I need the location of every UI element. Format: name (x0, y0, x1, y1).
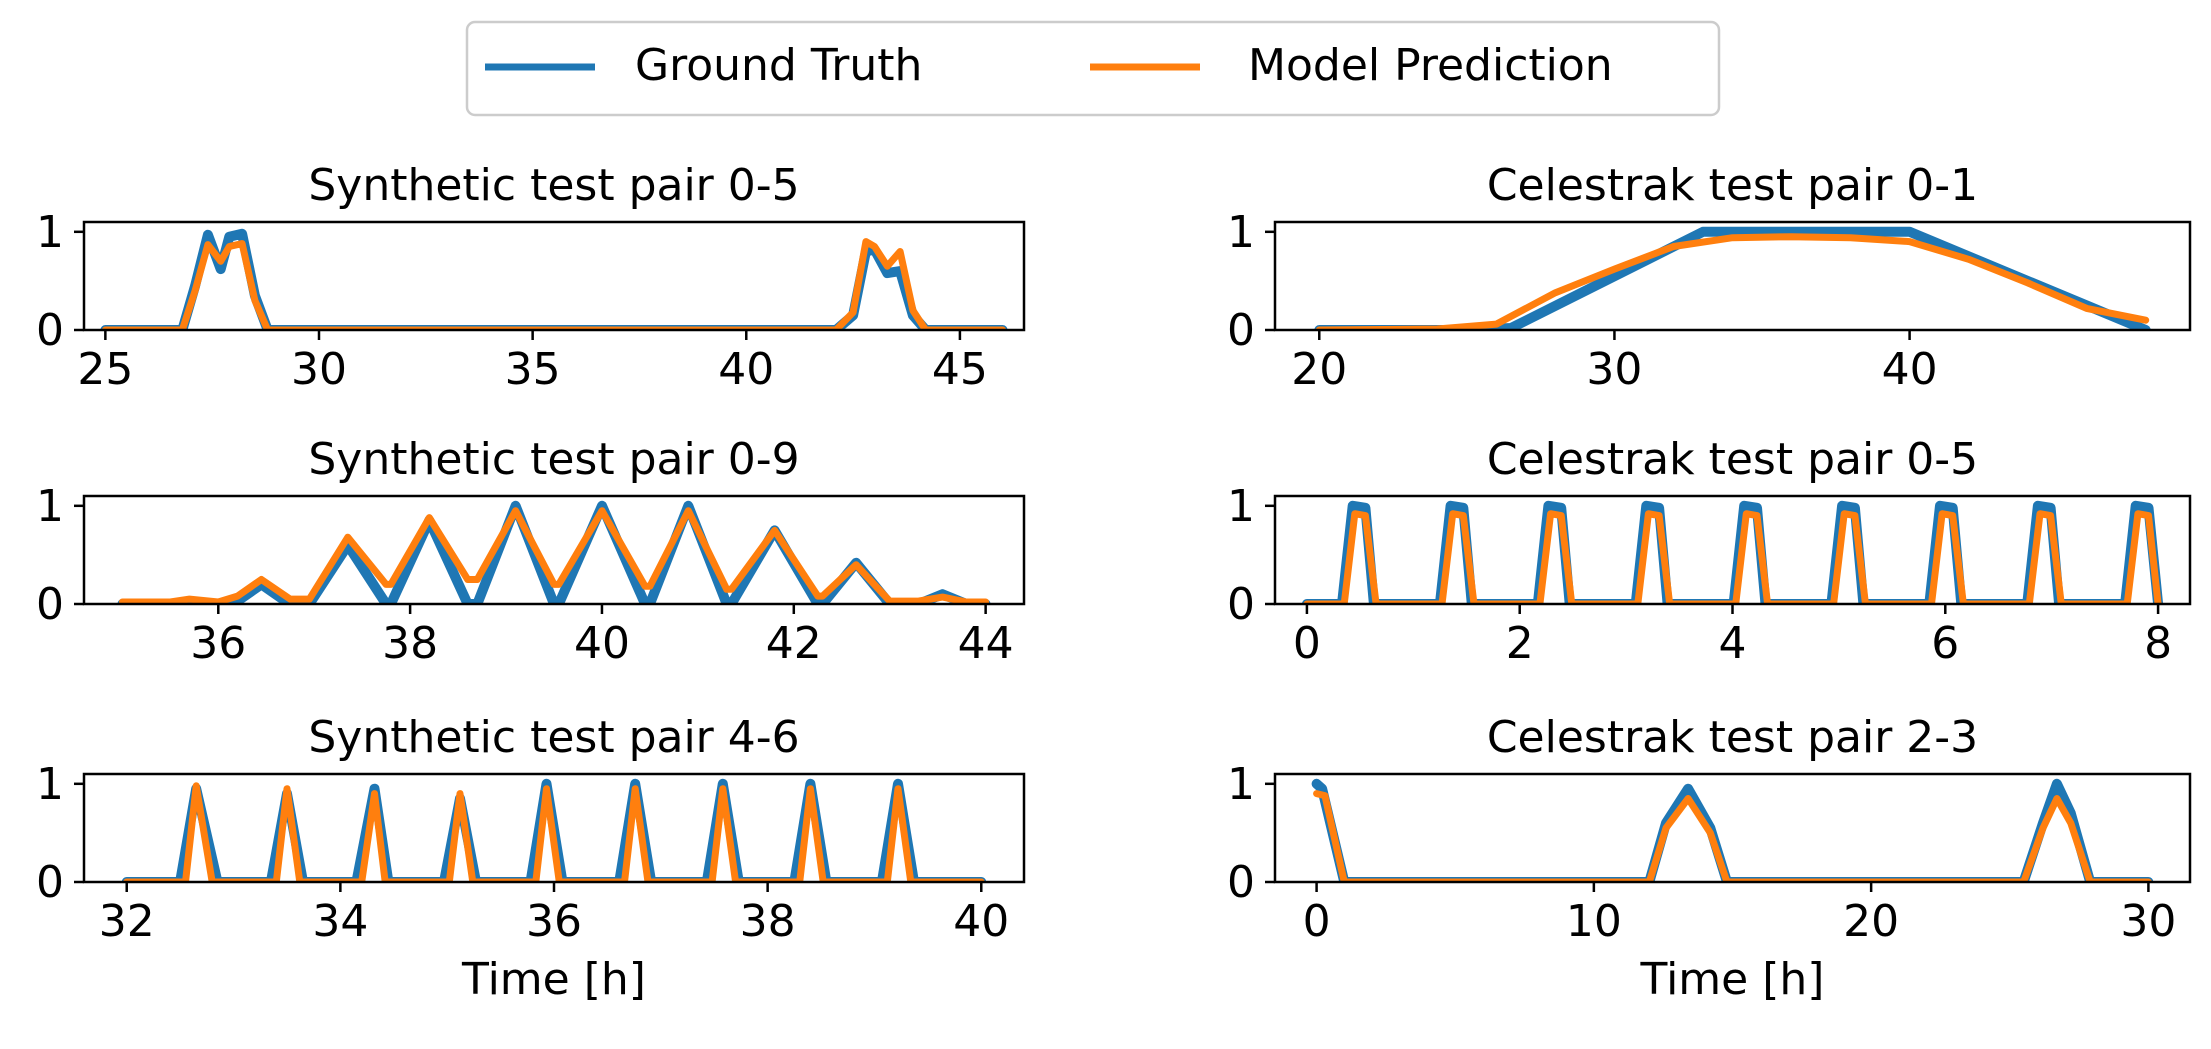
x-tick-label: 32 (99, 896, 155, 947)
x-tick-label: 38 (382, 618, 438, 669)
panel-title: Celestrak test pair 2-3 (1487, 712, 1978, 763)
y-tick-label: 0 (36, 857, 64, 908)
y-tick-label: 1 (1227, 207, 1255, 258)
x-tick-label: 6 (1931, 618, 1959, 669)
x-tick-label: 30 (291, 344, 347, 395)
series-line-ground-truth (1311, 778, 2154, 882)
y-tick-label: 1 (36, 481, 64, 532)
series-line-model-prediction (123, 782, 985, 882)
panel-title: Synthetic test pair 4-6 (308, 712, 799, 763)
x-tick-label: 40 (574, 618, 630, 669)
x-tick-label: 0 (1303, 896, 1331, 947)
panel-synthetic-test-pair-0-9: Synthetic test pair 0-9 36 38 40 42 44 0 1 (36, 434, 1026, 669)
x-tick-label: 20 (1843, 896, 1899, 947)
x-tick-label: 36 (190, 618, 246, 669)
series-group (1301, 500, 2164, 604)
series-line-ground-truth (100, 228, 1008, 330)
y-tick-label: 0 (1227, 579, 1255, 630)
panel-title: Celestrak test pair 0-5 (1487, 434, 1978, 485)
panel-synthetic-test-pair-4-6: Synthetic test pair 4-6 32 34 36 38 40 0 1 Time … (36, 712, 1026, 1005)
x-tick-label: 20 (1291, 344, 1347, 395)
panel-title: Synthetic test pair 0-9 (308, 434, 799, 485)
y-tick-label: 0 (1227, 305, 1255, 356)
axes-frame (1273, 772, 2192, 884)
x-tick-label: 25 (77, 344, 133, 395)
panel-celestrak-test-pair-0-5: Celestrak test pair 0-5 0 2 4 6 8 0 1 (1227, 434, 2192, 669)
y-tick-label: 1 (36, 207, 64, 258)
panel-synthetic-test-pair-0-5: Synthetic test pair 0-5 25 30 35 40 45 0 1 (36, 160, 1026, 395)
x-tick-label: 40 (953, 896, 1009, 947)
x-tick-label: 40 (1882, 344, 1938, 395)
series-line-model-prediction (101, 238, 1007, 330)
y-tick-label: 1 (1227, 481, 1255, 532)
x-tick-label: 36 (526, 896, 582, 947)
series-group (1311, 778, 2154, 882)
y-tick-label: 0 (36, 579, 64, 630)
x-tick-label: 30 (1586, 344, 1642, 395)
panel-celestrak-test-pair-2-3: Celestrak test pair 2-3 0 10 20 30 0 1 Time [h] (1227, 712, 2192, 1005)
series-line-model-prediction (1303, 510, 2162, 604)
y-tick-label: 0 (36, 305, 64, 356)
axes-frame (82, 494, 1026, 606)
series-line-model-prediction (1313, 790, 2152, 882)
series-group (100, 228, 1008, 330)
x-tick-label: 42 (766, 618, 822, 669)
x-tick-label: 0 (1293, 618, 1321, 669)
series-line-ground-truth (1314, 226, 2151, 330)
series-group (121, 778, 987, 882)
series-group (117, 500, 991, 604)
axes-frame (82, 220, 1026, 332)
x-axis-label: Time [h] (461, 954, 646, 1005)
y-tick-label: 0 (1227, 857, 1255, 908)
x-axis-label: Time [h] (1640, 954, 1825, 1005)
panel-title: Synthetic test pair 0-5 (308, 160, 799, 211)
x-tick-label: 45 (932, 344, 988, 395)
series-group (1314, 226, 2151, 330)
legend-label-model-prediction: Model Prediction (1248, 40, 1613, 91)
panel-celestrak-test-pair-0-1: Celestrak test pair 0-1 20 30 40 0 1 (1227, 160, 2192, 395)
axes-frame (1273, 220, 2192, 332)
x-tick-label: 35 (505, 344, 561, 395)
x-tick-label: 2 (1506, 618, 1534, 669)
series-line-ground-truth (1301, 500, 2164, 604)
x-tick-label: 30 (2120, 896, 2176, 947)
y-tick-label: 1 (36, 759, 64, 810)
x-tick-label: 44 (958, 618, 1014, 669)
panel-title: Celestrak test pair 0-1 (1487, 160, 1978, 211)
series-line-model-prediction (1315, 233, 2150, 330)
x-tick-label: 8 (2144, 618, 2172, 669)
x-tick-label: 10 (1566, 896, 1622, 947)
subplot-grid: Synthetic test pair 0-525 30 35 40 4501Celes… (36, 160, 2192, 1005)
y-tick-label: 1 (1227, 759, 1255, 810)
series-line-model-prediction (118, 507, 990, 604)
x-tick-label: 4 (1719, 618, 1747, 669)
x-tick-label: 34 (312, 896, 368, 947)
legend-label-ground-truth: Ground Truth (635, 40, 922, 91)
x-tick-label: 38 (740, 896, 796, 947)
legend: Ground Truth Model Prediction (465, 20, 1721, 117)
x-tick-label: 40 (718, 344, 774, 395)
